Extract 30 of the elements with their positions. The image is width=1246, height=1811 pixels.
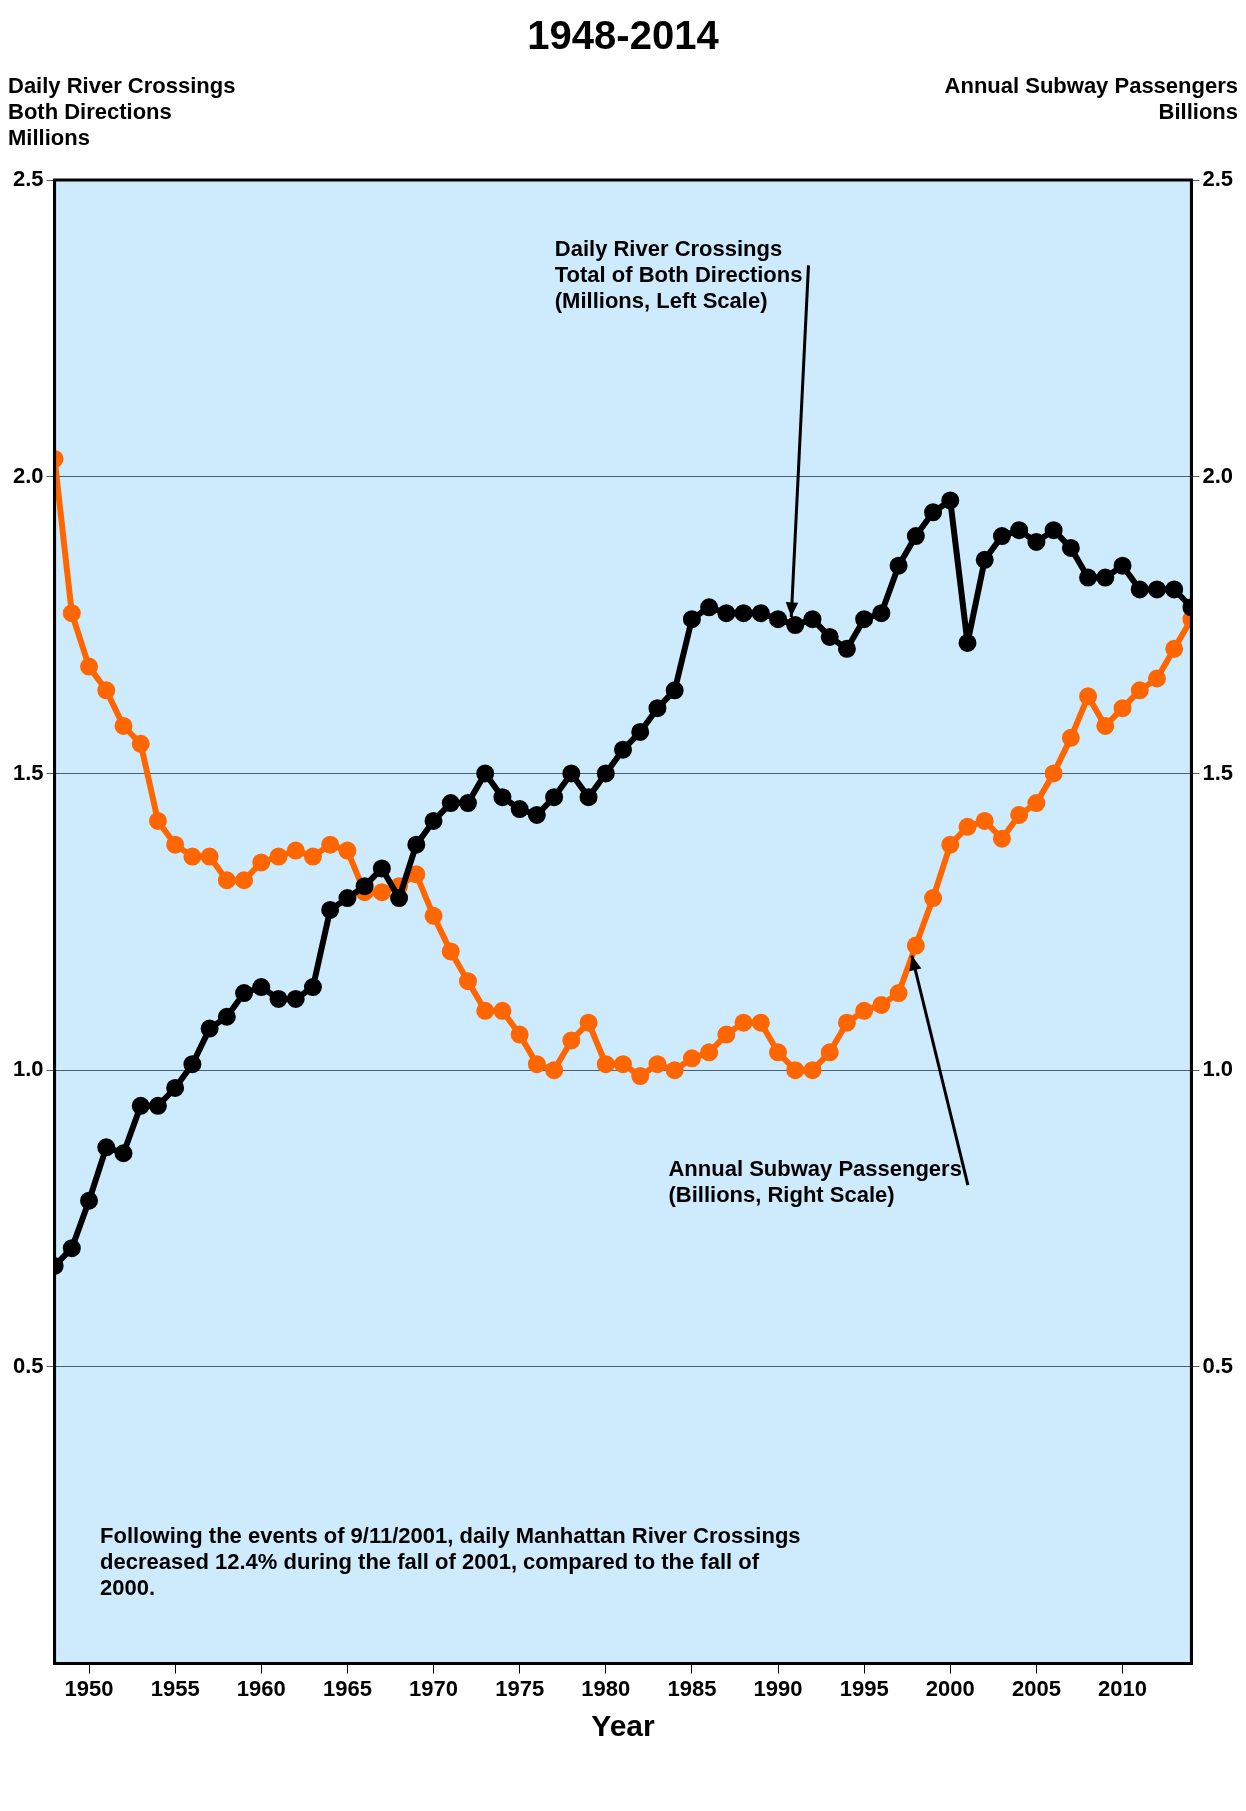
y-tick-label: 2.5 [12,166,44,192]
x-tick-label: 1985 [667,1675,717,1701]
x-tick-label: 1965 [322,1675,372,1701]
text: Annual Subway Passengers (Billions, Right Scale) [668,1156,962,1208]
y-tick-label: 2.0 [12,462,44,488]
x-tick-label: 2000 [925,1675,975,1701]
x-tick-label: 1955 [150,1675,200,1701]
y-axis-title: Daily River Crossings Both Directions Millions [8,73,236,151]
y2-tick-label: 2.5 [1202,166,1234,192]
y2-tick-label: 1.0 [1202,1056,1234,1082]
chart-title: 1948-2014 [526,12,720,59]
x-tick-label: 1980 [581,1675,631,1701]
x-axis-title: Year [591,1709,656,1743]
x-tick-label: 2005 [1011,1675,1061,1701]
x-tick-label: 1950 [64,1675,114,1701]
x-tick-label: 2010 [1098,1675,1147,1701]
annotation: Following the events of 9/11/2001, daily Manhattan River Crossings decreased 12.4% during the fall of 2001, compared to the fall of 2000. [100,1523,801,1601]
text: Daily River Crossings Total of Both Directions (Millions, Left Scale) [554,236,803,314]
y-tick-label: 1.5 [12,759,44,785]
y2-axis-title: Annual Subway Passengers Billions [944,73,1238,125]
y2-tick-label: 2.0 [1202,462,1234,488]
x-tick-label: 1995 [839,1675,889,1701]
x-tick-label: 1960 [236,1675,286,1701]
x-tick-label: 1970 [409,1675,458,1701]
y2-tick-label: 0.5 [1202,1352,1234,1378]
x-tick-label: 1975 [495,1675,545,1701]
y-tick-label: 0.5 [12,1352,44,1378]
y2-tick-label: 1.5 [1202,759,1234,785]
y-tick-label: 1.0 [12,1056,44,1082]
x-tick-label: 1990 [753,1675,803,1701]
